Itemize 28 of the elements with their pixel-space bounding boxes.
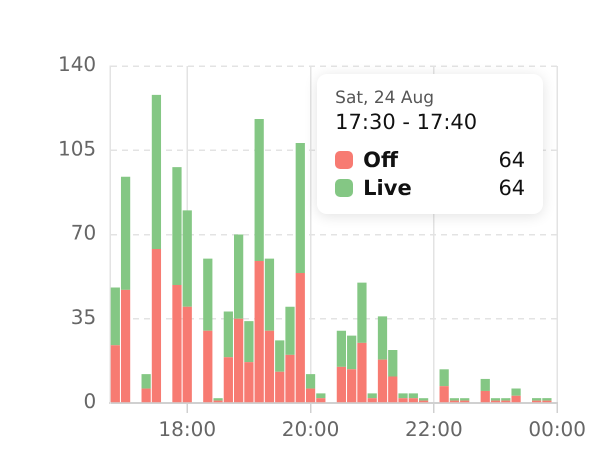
bar bbox=[244, 321, 254, 362]
bar bbox=[480, 378, 490, 391]
bar bbox=[142, 374, 151, 389]
bar bbox=[418, 398, 428, 401]
bar bbox=[440, 369, 449, 386]
bar bbox=[316, 393, 326, 398]
bar bbox=[511, 388, 521, 396]
y-tick-label: 35 bbox=[70, 304, 96, 329]
bar bbox=[296, 143, 305, 274]
x-tick-label: 00:00 bbox=[528, 417, 586, 442]
y-tick-label: 105 bbox=[58, 136, 96, 160]
legend-label: Off bbox=[363, 148, 400, 172]
bar bbox=[213, 398, 223, 401]
annotation: Sat, 24 Aug bbox=[335, 88, 436, 108]
y-tick-label: 140 bbox=[58, 52, 96, 76]
legend-label: Live bbox=[363, 176, 413, 200]
x-tick-label: 22:00 bbox=[405, 417, 463, 442]
bar bbox=[368, 393, 377, 398]
bar bbox=[306, 374, 316, 389]
y-tick-label: 70 bbox=[70, 220, 96, 245]
x-tick-label: 20:00 bbox=[282, 417, 340, 442]
bar bbox=[152, 94, 162, 249]
bar bbox=[203, 258, 212, 331]
y-tick-label: 0 bbox=[83, 389, 96, 414]
annotation: 17:30 - 17:40 bbox=[335, 110, 478, 134]
x-tick-label: 18:00 bbox=[158, 417, 216, 442]
annotation: 64 bbox=[498, 176, 526, 200]
annotation: 64 bbox=[498, 148, 526, 172]
